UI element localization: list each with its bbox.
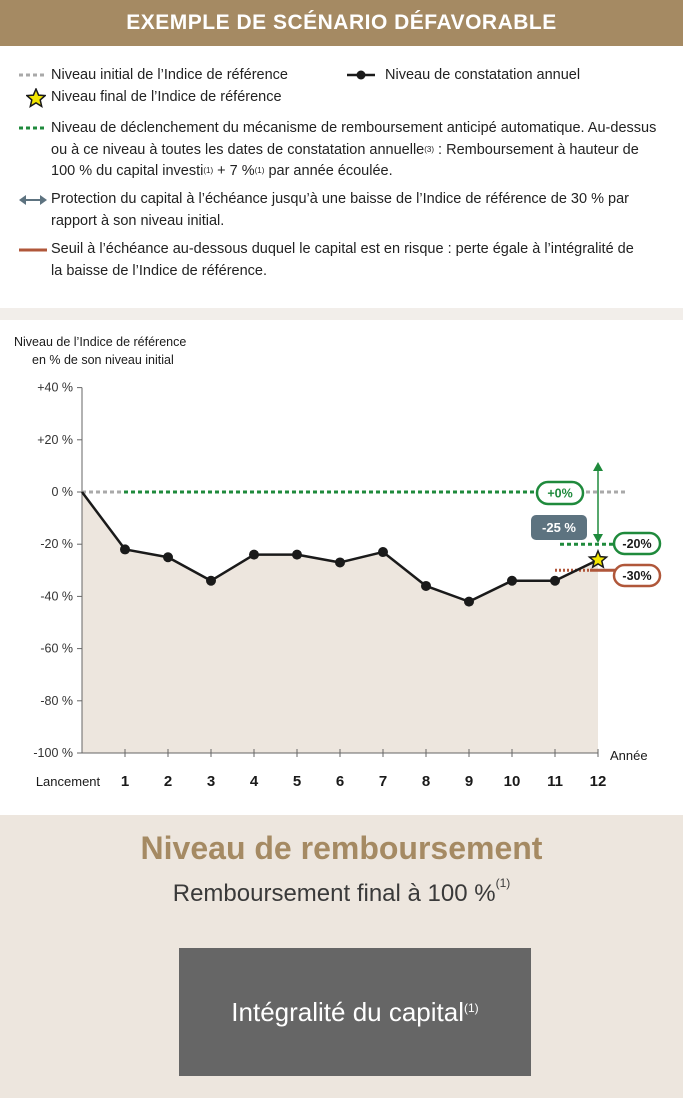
legend-threshold-text: Seuil à l’échéance au-dessous duquel le … [51,239,676,282]
x-tick-label: 9 [465,773,473,790]
y-tick-label: 0 % [51,485,73,499]
badge-trigger-final-text: -20% [622,537,651,551]
legend-final-label: Niveau final de l’Indice de référence [51,89,282,105]
series-point [507,575,517,586]
legend-annual-label: Niveau de constatation annuel [385,67,581,83]
badge-threshold-shape [612,563,662,588]
scenario-chart: Niveau de l’Indice de référence en % de … [14,335,662,790]
legend-protection-text: Protection du capital à l’échéance jusqu… [51,189,676,232]
series-point [421,580,431,591]
star-icon [26,88,46,108]
series-area [82,492,598,753]
x-tick-label: 2 [164,773,172,790]
repayment-subtitle: Remboursement final à 100 %(1) [172,876,511,907]
x-tick-label: 1 [121,773,129,790]
trigger-line-1: Niveau de déclenchement du mécanisme de … [51,120,657,136]
x-tick-label: Lancement [36,774,101,789]
x-tick-label: 11 [547,773,563,790]
series-point [335,557,345,568]
header-banner: EXEMPLE DE SCÉNARIO DÉFAVORABLE [0,0,683,46]
page-title: EXEMPLE DE SCÉNARIO DÉFAVORABLE [126,11,557,34]
x-tick-label: 7 [379,773,387,790]
series-point [464,596,474,607]
trigger-line-3: 100 % du capital investi(1) + 7 %(1) par… [51,163,393,179]
legend-initial-label: Niveau initial de l’Indice de référence [51,67,288,83]
x-axis-label: Année [610,748,648,763]
series-point [163,552,173,563]
y-tick-label: +20 % [37,433,73,447]
y-axis-label-line-2: en % de son niveau initial [32,353,174,367]
y-tick-label: -100 % [33,746,73,760]
arrow-down-icon [593,534,603,543]
final-value-label: -25 % [542,520,576,535]
series-point [249,549,259,560]
legend-initial-symbol [19,73,47,77]
badge-trigger-text: +0% [547,487,572,501]
capital-box: Intégralité du capital(1) [179,948,531,1076]
trigger-line-2: ou à ce niveau à toutes les dates de con… [51,141,639,158]
final-value-callout [531,515,587,540]
section-divider [0,308,683,320]
y-tick-label: +40 % [37,381,73,395]
x-tick-label: 10 [504,773,521,790]
badge-threshold-text: -30% [622,569,651,583]
badge-trigger-shape [535,480,585,506]
legend-annual-symbol [347,70,375,80]
series-point [292,549,302,560]
y-tick-label: -80 % [40,694,73,708]
y-axis-label-line-1: Niveau de l’Indice de référence [14,335,186,349]
y-tick-label: -20 % [40,537,73,551]
x-tick-label: 4 [250,773,259,790]
series-point [120,544,130,555]
y-tick-label: -60 % [40,642,73,656]
x-tick-label: 5 [293,773,301,790]
protection-line-1: Protection du capital à l’échéance jusqu… [51,191,629,207]
badge-trigger-final-shape [612,531,662,556]
double-arrow-icon [19,195,47,205]
legend-trigger-text: Niveau de déclenchement du mécanisme de … [51,118,676,183]
series-point [550,575,560,586]
legend-threshold-symbol [19,248,47,252]
x-tick-label: 12 [590,773,607,790]
arrow-up-icon [593,462,603,471]
threshold-line-1: Seuil à l’échéance au-dessous duquel le … [51,241,634,257]
x-tick-label: 3 [207,773,215,790]
final-level-star-icon [587,548,609,569]
protection-line-2: rapport à son niveau initial. [51,212,225,229]
series-point [206,575,216,586]
repayment-title: Niveau de remboursement [140,830,543,866]
threshold-line-2: la baisse de l’Indice de référence. [51,262,268,279]
x-tick-label: 8 [422,773,430,790]
y-tick-label: -40 % [40,589,73,603]
x-tick-label: 6 [336,773,344,790]
legend-trigger-symbol [19,126,47,130]
series-point [378,547,388,558]
